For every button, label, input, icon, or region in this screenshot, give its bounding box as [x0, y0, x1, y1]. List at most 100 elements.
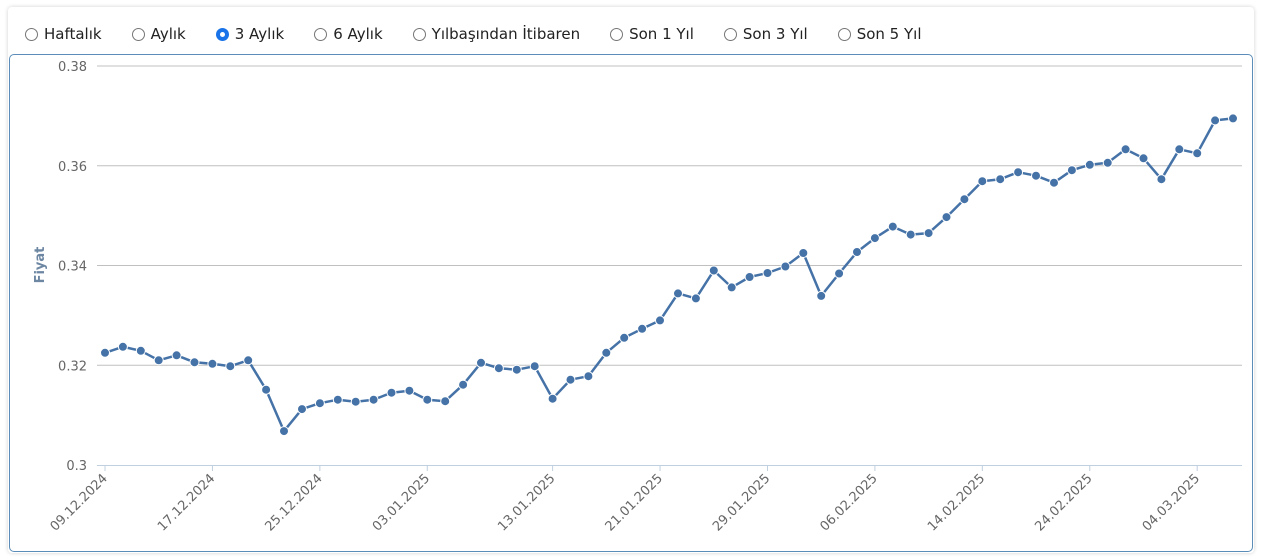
data-point: [690, 293, 701, 304]
x-tick-label: 17.12.2024: [155, 471, 218, 534]
radio-unchecked-icon[interactable]: [25, 27, 38, 41]
data-point: [189, 357, 200, 368]
radio-checked-icon[interactable]: [215, 27, 229, 41]
data-point: [135, 345, 146, 356]
data-point: [1192, 148, 1203, 159]
data-point: [171, 350, 182, 361]
data-point: [780, 261, 791, 272]
period-option-label: Son 5 Yıl: [856, 25, 922, 43]
radio-unchecked-icon[interactable]: [723, 27, 737, 41]
radio-unchecked-icon[interactable]: [314, 27, 328, 41]
data-point: [153, 355, 164, 366]
x-tick-label: 14.02.2025: [925, 471, 988, 534]
period-option-label: 3 Aylık: [234, 25, 285, 43]
data-point: [601, 347, 612, 358]
x-tick-label: 29.01.2025: [710, 471, 773, 534]
data-point: [744, 272, 755, 282]
data-point: [225, 361, 236, 372]
data-point: [673, 288, 683, 299]
data-point: [1049, 177, 1059, 188]
data-point: [941, 212, 952, 223]
period-option[interactable]: Son 3 Yıl: [723, 25, 808, 43]
series-line: [104, 117, 1234, 433]
period-option[interactable]: Son 5 Yıl: [837, 25, 922, 43]
period-option-label: Yılbaşından İtibaren: [431, 25, 581, 43]
period-option-label: Son 3 Yıl: [742, 25, 808, 43]
data-point: [637, 323, 648, 334]
data-point: [1013, 167, 1024, 178]
period-option[interactable]: Aylık: [131, 25, 186, 43]
y-axis-label: Fiyat: [33, 247, 48, 284]
data-point: [1066, 165, 1077, 176]
data-point: [422, 394, 433, 405]
data-point: [977, 176, 988, 187]
period-option[interactable]: 6 Aylık: [314, 25, 383, 43]
data-point: [708, 265, 719, 276]
data-point: [869, 233, 880, 244]
y-tick-label: 0.32: [58, 359, 87, 374]
y-tick-label: 0.38: [58, 60, 87, 75]
data-point: [350, 396, 361, 407]
x-tick-label: 04.03.2025: [1140, 471, 1203, 534]
radio-unchecked-icon[interactable]: [610, 27, 624, 41]
x-tick-label: 25.12.2024: [262, 471, 325, 534]
data-point: [207, 358, 218, 369]
data-point: [1102, 157, 1113, 168]
data-point: [834, 268, 845, 279]
data-point: [493, 363, 504, 374]
data-point: [726, 282, 737, 293]
data-point: [583, 371, 594, 382]
data-point: [368, 394, 379, 405]
period-option-label: Aylık: [150, 25, 186, 43]
data-point: [404, 385, 415, 396]
period-option-label: Haftalık: [44, 25, 102, 43]
data-point: [1120, 144, 1131, 155]
y-tick-label: 0.36: [58, 160, 87, 175]
data-point: [332, 394, 343, 405]
data-point: [547, 393, 558, 404]
y-tick-label: 0.34: [58, 260, 87, 275]
y-tick-label: 0.3: [66, 459, 87, 474]
data-point: [117, 341, 128, 352]
x-tick-label: 24.02.2025: [1032, 471, 1095, 534]
period-option[interactable]: Haftalık: [25, 25, 102, 43]
data-point: [529, 361, 540, 372]
data-point: [1084, 159, 1095, 170]
data-point: [565, 374, 576, 385]
period-option[interactable]: Yılbaşından İtibaren: [412, 25, 581, 43]
radio-unchecked-icon[interactable]: [412, 27, 426, 41]
data-point: [762, 268, 773, 278]
data-point: [1138, 153, 1149, 164]
x-tick-label: 21.01.2025: [603, 471, 666, 534]
data-point: [1031, 170, 1041, 181]
data-point: [798, 248, 809, 258]
data-point: [905, 229, 916, 240]
data-point: [1174, 144, 1185, 155]
data-point: [995, 174, 1006, 185]
data-point: [476, 357, 486, 368]
data-point: [959, 194, 970, 205]
data-point: [887, 221, 898, 232]
data-point: [243, 355, 254, 366]
period-option[interactable]: 3 Aylık: [215, 25, 285, 43]
period-option-label: Son 1 Yıl: [629, 25, 694, 43]
data-point: [279, 426, 289, 437]
data-point: [852, 247, 862, 257]
chart-container: [9, 54, 1253, 552]
period-selector: Haftalık Aylık 3 Aylık 6 Aylık Yılbaşından İ…: [25, 22, 952, 46]
data-point: [816, 290, 827, 301]
radio-unchecked-icon[interactable]: [837, 27, 851, 41]
data-point: [261, 384, 272, 395]
data-point: [314, 398, 325, 409]
x-tick-label: 13.01.2025: [495, 471, 558, 534]
data-point: [511, 364, 522, 375]
data-point: [1210, 115, 1221, 126]
data-point: [923, 228, 934, 239]
period-option[interactable]: Son 1 Yıl: [610, 25, 694, 43]
data-point: [297, 404, 307, 415]
radio-unchecked-icon[interactable]: [131, 27, 145, 41]
period-option-label: 6 Aylık: [333, 25, 383, 43]
x-tick-label: 09.12.2024: [48, 471, 111, 534]
data-point: [655, 315, 665, 326]
